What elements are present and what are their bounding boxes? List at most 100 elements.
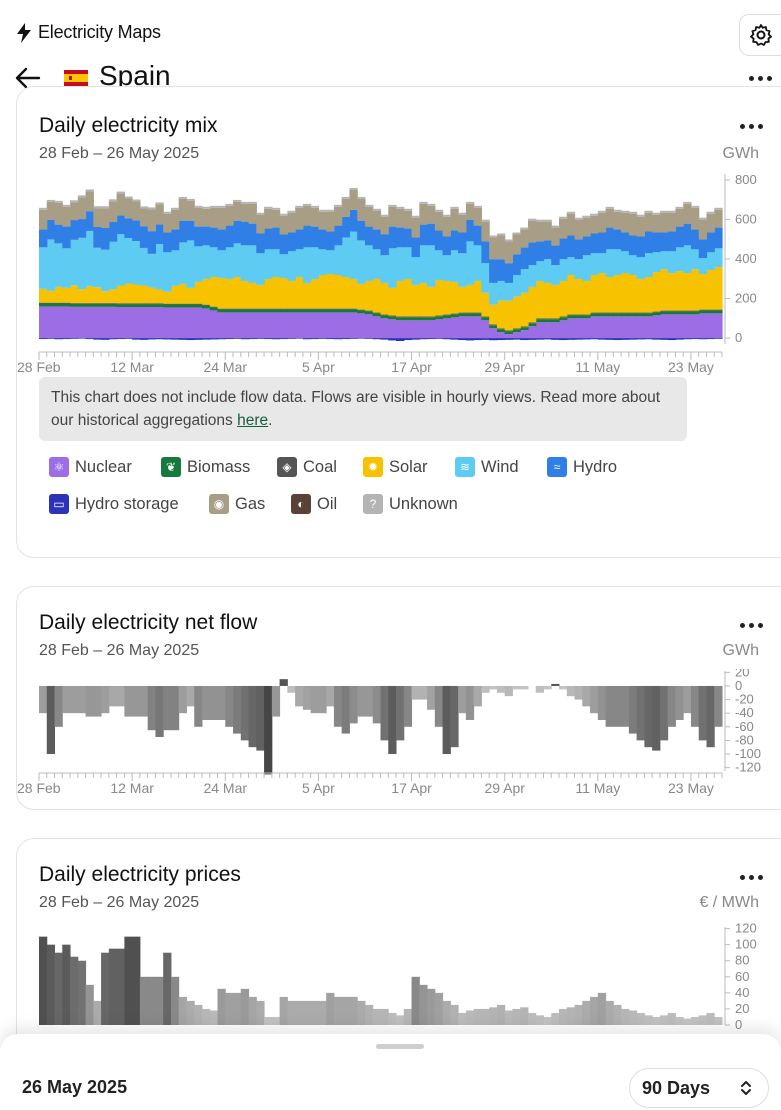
mix-bar-segment bbox=[333, 204, 343, 207]
mix-bar-segment bbox=[442, 314, 451, 316]
legend-item-hydro-storage[interactable]: ▭ Hydro storage bbox=[49, 494, 179, 514]
legend-label: Hydro storage bbox=[75, 494, 179, 513]
mix-bar-segment bbox=[636, 216, 645, 237]
mix-bar-segment bbox=[46, 201, 56, 220]
zone-title: Spain bbox=[99, 60, 171, 91]
back-button[interactable] bbox=[14, 64, 42, 92]
net-flow-bar bbox=[201, 685, 211, 720]
legend-item-hydro[interactable]: ≈ Hydro bbox=[547, 457, 617, 477]
mix-bar-segment bbox=[396, 247, 405, 281]
mix-bar-segment bbox=[489, 324, 498, 326]
mix-bar-segment bbox=[209, 247, 219, 277]
mix-bar-segment bbox=[287, 338, 296, 339]
mix-bar-segment bbox=[163, 252, 172, 292]
mix-bar-segment bbox=[512, 332, 521, 339]
settings-button[interactable] bbox=[739, 14, 781, 56]
mix-bar-segment bbox=[458, 214, 467, 233]
mix-bar-segment bbox=[233, 276, 242, 309]
mix-bar-segment bbox=[396, 320, 405, 339]
mix-bar-segment bbox=[434, 230, 444, 251]
mix-bar-segment bbox=[101, 206, 110, 209]
mix-bar-segment bbox=[70, 303, 79, 304]
series-hydro-storage bbox=[39, 338, 723, 342]
mix-bar-segment bbox=[209, 310, 219, 339]
mix-bar-segment bbox=[349, 209, 358, 232]
y-tick-label: 100 bbox=[735, 937, 757, 952]
price-card-date-range: 28 Feb – 26 May 2025 bbox=[39, 894, 200, 911]
mix-bar-segment bbox=[590, 313, 599, 317]
net-flow-bar bbox=[116, 685, 125, 707]
legend-item-nuclear[interactable]: ⚛ Nuclear bbox=[49, 457, 132, 477]
legend-item-unknown[interactable]: ? Unknown bbox=[363, 494, 458, 514]
net-flow-bar bbox=[85, 685, 94, 717]
price-bar bbox=[256, 1000, 265, 1025]
mix-bar-segment bbox=[667, 338, 677, 341]
mix-bar-segment bbox=[659, 212, 669, 233]
mix-bar-segment bbox=[566, 338, 576, 340]
price-bar bbox=[302, 1000, 312, 1025]
mix-bar-segment bbox=[326, 211, 335, 232]
mix-bar-segment bbox=[458, 253, 467, 287]
mix-bar-segment bbox=[62, 206, 71, 227]
flow-card-menu-button[interactable] bbox=[737, 618, 765, 632]
mix-bar-segment bbox=[566, 257, 576, 276]
legend-item-biomass[interactable]: ❦ Biomass bbox=[161, 457, 250, 477]
y-tick-label: -40 bbox=[735, 705, 754, 720]
mix-bar-segment bbox=[201, 245, 211, 279]
mix-bar-segment bbox=[201, 305, 211, 309]
price-card-menu-button[interactable] bbox=[737, 870, 765, 884]
net-flow-bar bbox=[62, 685, 71, 714]
legend-item-oil[interactable]: ◐ Oil bbox=[291, 494, 337, 514]
zone-header: Spain bbox=[0, 58, 781, 98]
price-bar bbox=[403, 1008, 413, 1025]
net-flow-bar bbox=[186, 685, 195, 707]
mix-bar-segment bbox=[225, 338, 234, 340]
zone-menu-button[interactable] bbox=[747, 68, 773, 88]
price-bar bbox=[396, 1015, 405, 1025]
price-bar bbox=[271, 1016, 281, 1025]
mix-bar-segment bbox=[380, 318, 389, 339]
mix-bar-segment bbox=[357, 240, 366, 284]
mix-bar-segment bbox=[194, 307, 203, 339]
mix-chart[interactable]: 800 600 400 200 0 28 Feb 12 Mar 24 Mar 5 Apr 17 A… bbox=[17, 172, 777, 387]
mix-bar-segment bbox=[450, 317, 459, 339]
mix-bar-segment bbox=[62, 204, 71, 207]
net-flow-bar bbox=[512, 685, 521, 690]
mix-bar-segment bbox=[527, 265, 537, 287]
mix-bar-segment bbox=[574, 219, 583, 240]
mix-card-menu-button[interactable] bbox=[737, 119, 765, 133]
mix-bar-segment bbox=[326, 309, 335, 313]
mix-bar-segment bbox=[302, 247, 312, 283]
legend-item-gas[interactable]: ◉ Gas bbox=[209, 494, 265, 514]
mix-bar-segment bbox=[380, 282, 389, 315]
mix-bar-segment bbox=[264, 208, 273, 229]
mix-bar-segment bbox=[473, 205, 482, 208]
mix-bar-segment bbox=[93, 208, 102, 227]
mix-bar-segment bbox=[388, 204, 397, 207]
mix-bar-segment bbox=[403, 210, 413, 229]
chevron-up-down-icon bbox=[741, 1081, 751, 1095]
mix-bar-segment bbox=[46, 199, 56, 202]
time-range-select[interactable]: 90 Days bbox=[629, 1068, 769, 1108]
mix-bar-segment bbox=[372, 313, 382, 317]
net-flow-chart[interactable]: 200-20-40-60-80-100-120 28 Feb 12 Mar 24 Ma… bbox=[17, 669, 777, 799]
mix-bar-segment bbox=[706, 252, 715, 271]
sheet-handle[interactable] bbox=[376, 1044, 424, 1049]
mix-bar-segment bbox=[318, 338, 327, 339]
mix-bar-segment bbox=[667, 212, 677, 232]
notice-here-link[interactable]: here bbox=[237, 412, 269, 429]
mix-bar-segment bbox=[512, 232, 521, 235]
mix-bar-segment bbox=[108, 289, 118, 304]
mix-bar-segment bbox=[271, 308, 281, 310]
mix-bar-segment bbox=[372, 249, 382, 279]
mix-bar-segment bbox=[46, 302, 56, 304]
mix-bar-segment bbox=[357, 196, 366, 199]
x-tick-label: 5 Apr bbox=[302, 359, 335, 375]
legend-item-coal[interactable]: ◈ Coal bbox=[277, 457, 337, 477]
mix-bar-segment bbox=[504, 338, 514, 340]
mix-bar-segment bbox=[504, 263, 514, 283]
legend-item-wind[interactable]: ≋ Wind bbox=[455, 457, 519, 477]
mix-bar-segment bbox=[62, 287, 71, 303]
legend-item-solar[interactable]: ✹ Solar bbox=[363, 457, 428, 477]
